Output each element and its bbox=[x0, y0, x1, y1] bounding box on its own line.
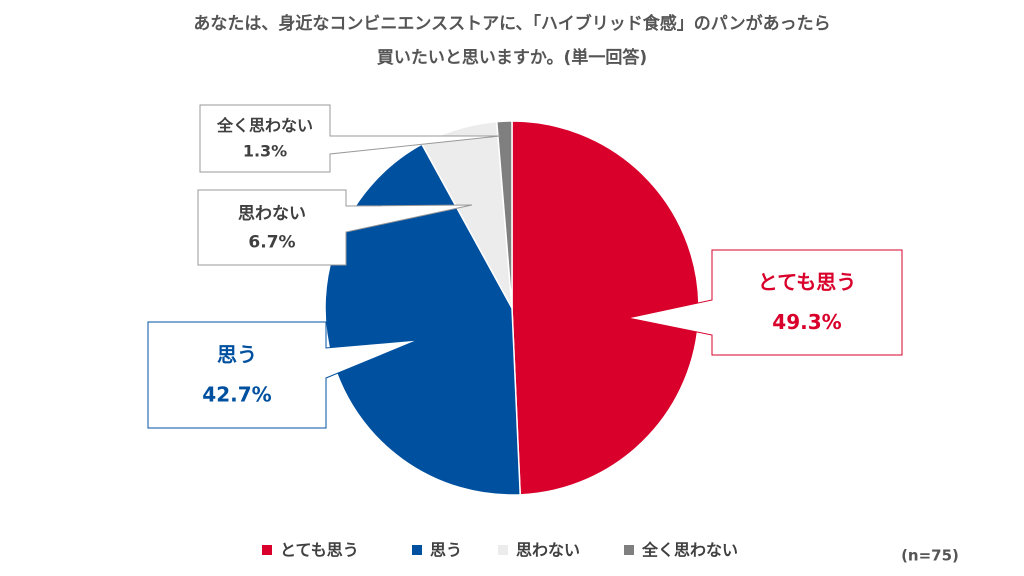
legend-swatch bbox=[262, 545, 272, 555]
callout-label: 思わない bbox=[238, 204, 306, 224]
legend-label: とても思う bbox=[280, 541, 359, 560]
data-label: 42.7% bbox=[202, 383, 271, 407]
data-label: 1.3% bbox=[243, 141, 287, 160]
callout-label: 思う bbox=[217, 342, 257, 366]
callout-box bbox=[627, 249, 903, 356]
chart-title: 買いたいと思いますか。(単一回答) bbox=[377, 47, 647, 68]
callout-box bbox=[147, 321, 419, 429]
legend-label: 全く思わない bbox=[641, 541, 738, 560]
callout-box bbox=[199, 104, 501, 173]
data-label: 6.7% bbox=[248, 233, 295, 253]
legend-label: 思わない bbox=[516, 541, 580, 560]
legend-swatch bbox=[498, 545, 508, 555]
legend-swatch bbox=[412, 545, 422, 555]
callout-label: とても思う bbox=[758, 270, 856, 294]
legend-swatch bbox=[624, 545, 634, 555]
pie-slice bbox=[495, 120, 513, 309]
note: (n=75) bbox=[901, 547, 959, 565]
callout-box bbox=[197, 189, 473, 266]
legend-label: 思う bbox=[430, 541, 462, 560]
data-label: 49.3% bbox=[772, 310, 841, 334]
chart-title: あなたは、身近なコンビニエンスストアに、「ハイブリッド食感」のパンがあったら bbox=[193, 13, 830, 34]
callout-label: 全く思わない bbox=[216, 116, 313, 135]
